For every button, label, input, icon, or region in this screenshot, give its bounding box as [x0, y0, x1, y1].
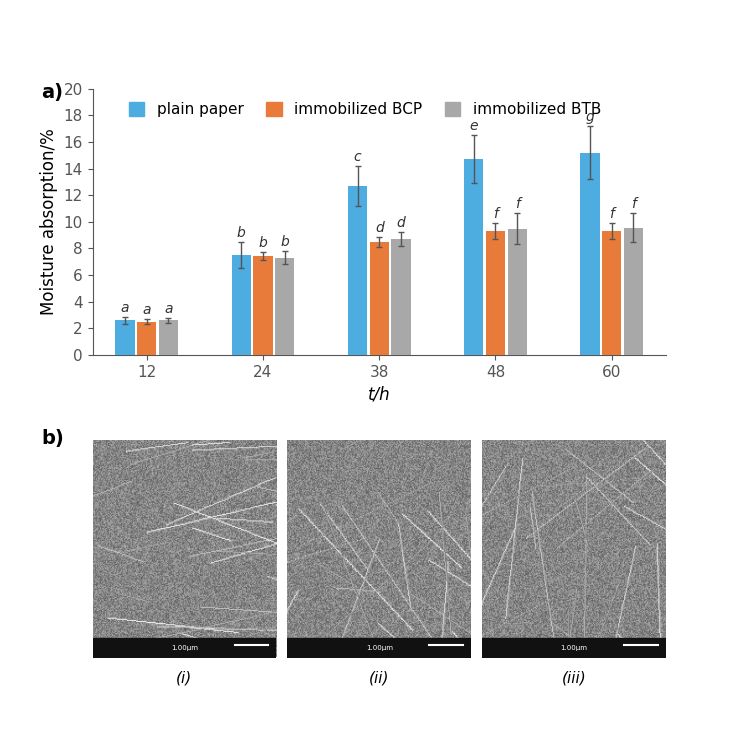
Text: a: a [164, 302, 172, 316]
Bar [348, 186, 367, 355]
X-axis label: t/h: t/h [368, 385, 391, 403]
Text: a: a [121, 301, 130, 315]
Bar [464, 160, 483, 355]
Bar [232, 255, 251, 355]
Text: b: b [258, 236, 267, 251]
Text: f: f [493, 207, 498, 221]
Text: c: c [354, 150, 361, 164]
Text: a: a [143, 303, 151, 317]
Bar [287, 638, 471, 658]
Bar [92, 638, 276, 658]
Text: b: b [280, 235, 289, 249]
Y-axis label: Moisture absorption/%: Moisture absorption/% [40, 129, 58, 316]
Bar [580, 153, 599, 355]
Text: (iii): (iii) [562, 671, 587, 686]
Text: d: d [397, 216, 406, 230]
Text: d: d [375, 220, 383, 234]
Text: (i): (i) [176, 671, 192, 686]
Bar [508, 228, 527, 355]
Bar [482, 638, 666, 658]
Text: b): b) [41, 429, 64, 448]
Text: f: f [515, 197, 519, 211]
Bar [624, 228, 643, 355]
Bar [159, 321, 178, 355]
Text: 1.00μm: 1.00μm [171, 645, 198, 651]
Bar [115, 321, 135, 355]
Text: f: f [609, 207, 614, 221]
Legend: plain paper, immobilized BCP, immobilized BTB: plain paper, immobilized BCP, immobilize… [123, 96, 607, 123]
Text: (ii): (ii) [369, 671, 389, 686]
Text: e: e [470, 119, 478, 133]
Bar [253, 256, 272, 355]
Bar [602, 231, 622, 355]
Bar [486, 231, 505, 355]
Text: 1.00μm: 1.00μm [561, 645, 588, 651]
Bar [275, 258, 295, 355]
Bar [137, 321, 156, 355]
Text: g: g [585, 110, 594, 124]
Bar [391, 239, 411, 355]
Text: f: f [631, 197, 636, 211]
Text: a): a) [41, 84, 63, 103]
Text: b: b [237, 226, 246, 240]
Text: 1.00μm: 1.00μm [366, 645, 393, 651]
Bar [369, 242, 389, 355]
